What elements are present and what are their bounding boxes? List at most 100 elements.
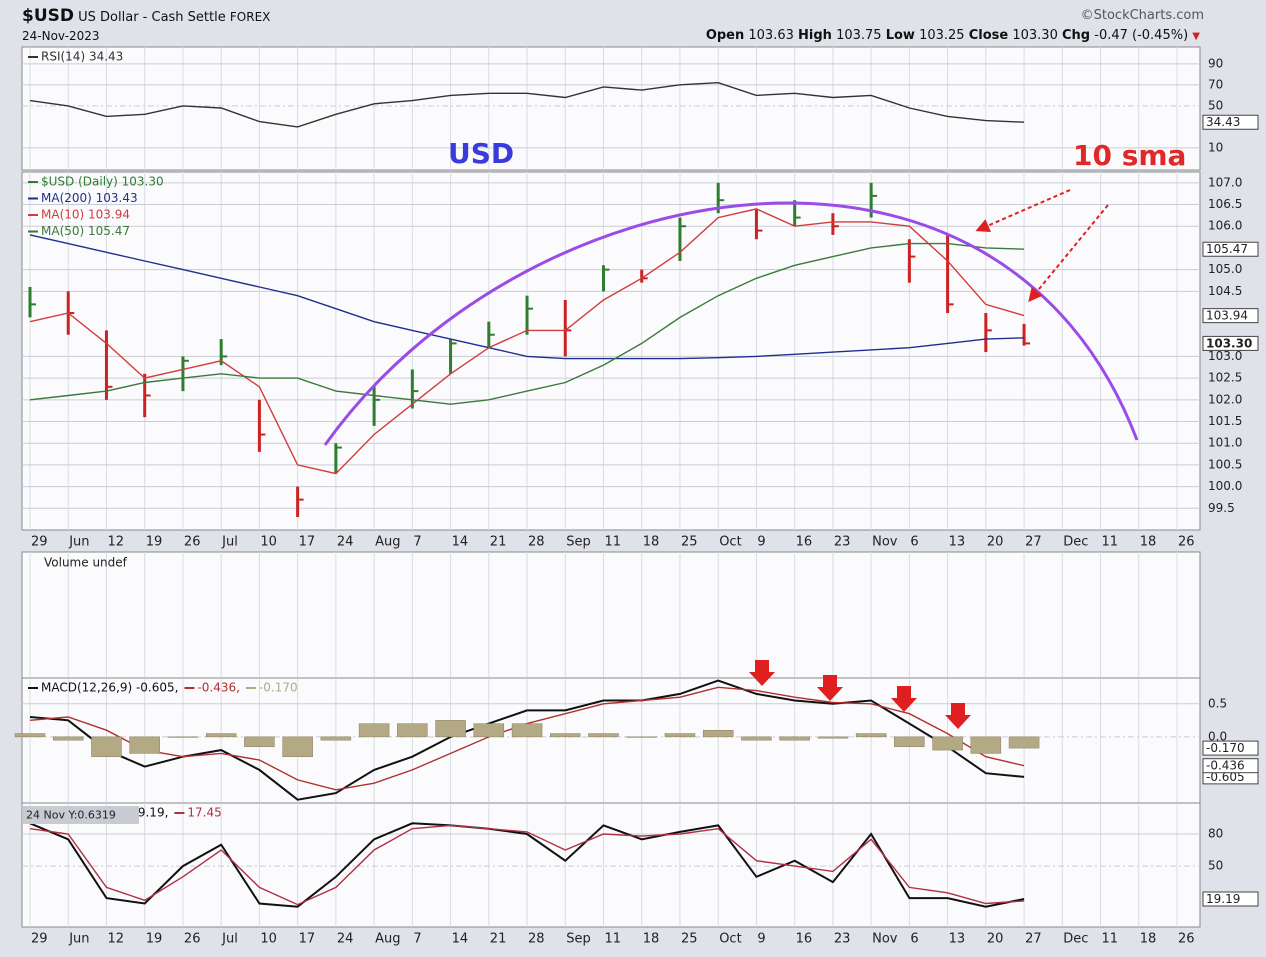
y-tick-label: 90 [1208,56,1223,70]
value-box [1202,241,1259,257]
down-arrow [749,660,775,686]
histogram-bar [91,736,122,757]
x-tick-label: 12 [107,535,124,550]
x-tick-label: 6 [910,535,918,550]
value-box [1202,740,1259,756]
x-tick-label: Aug [375,535,400,550]
panel [21,802,1201,928]
x-tick-label: 26 [1178,932,1195,947]
price-bar [1022,323,1031,346]
price-bar [28,286,36,318]
line-series [29,81,1025,128]
x-tick-label: 28 [528,535,545,550]
x-tick-label: 25 [681,535,698,550]
price-bar [678,217,686,261]
x-tick-label: 14 [452,535,469,550]
down-icon: ▼ [1192,31,1200,42]
histogram-bar [358,723,390,738]
price-bar [449,339,457,374]
x-tick-label: 17 [299,535,316,550]
value: 103.75 [836,28,882,43]
x-tick-label: 9 [757,535,765,550]
histogram-bar [550,733,581,738]
x-tick-label: Sep [566,535,591,550]
x-tick-label: 16 [796,932,813,947]
histogram-bar [14,733,46,738]
x-tick-label: Jul [221,535,238,550]
value: 103.30 [1012,28,1058,43]
value-box-label: 103.30 [1206,336,1252,350]
x-tick-label: 12 [107,932,124,947]
y-tick-label: 50 [1208,859,1223,873]
y-tick-label: 80 [1208,827,1223,841]
value-box [1202,114,1259,130]
y-tick-label: 102.5 [1208,371,1242,385]
price-bar [257,399,266,452]
y-tick-label: 102.0 [1208,392,1242,406]
price-bar [831,213,839,235]
price-bar [754,208,763,240]
y-tick-label: 107.0 [1208,175,1242,189]
y-tick-label: 70 [1208,77,1223,91]
x-tick-label: 27 [1025,535,1042,550]
y-tick-label: 100.0 [1208,479,1242,493]
value-box-label: 19.19 [1206,892,1240,906]
x-tick-label: Nov [872,932,898,947]
value-box [1202,308,1259,324]
price-bar [372,386,381,426]
y-tick-label: 0.5 [1208,696,1227,710]
x-tick-label: 7 [413,932,421,947]
x-tick-label: Jun [68,932,89,947]
cursor-label: 24 Nov Y:0.6319 [26,809,116,822]
x-tick-label: 7 [413,535,421,550]
price-bar [984,313,992,353]
x-tick-label: 13 [949,535,966,550]
x-tick-label: 11 [605,932,622,947]
legend-entry: -0.170 [259,681,298,695]
x-tick-label: 29 [31,535,48,550]
legend-entry: MA(200) 103.43 [41,191,138,205]
annotations: USD 10 sma [323,137,1186,729]
x-tick-label: Jun [68,535,89,550]
x-tick-label: 20 [987,932,1004,947]
x-tick-label: 29 [31,932,48,947]
x-tick-label: 9 [757,932,765,947]
x-tick-label: 18 [643,535,660,550]
value: 103.25 [919,28,965,43]
label: Close [968,28,1009,43]
price-bar [334,443,342,474]
histogram-bar [52,736,84,741]
price-bar [143,373,151,418]
line-series [29,208,1025,475]
histogram-bar [397,723,428,738]
down-arrow [945,703,971,729]
down-arrow [817,675,843,701]
histogram-bar [817,736,849,739]
x-tick-label: 11 [1102,535,1119,550]
price-bar [907,239,916,283]
histogram-bar [779,736,810,741]
x-tick-label: 11 [1102,932,1119,947]
x-tick-label: 26 [184,932,201,947]
price-bar [104,330,113,400]
label: Open [705,28,745,43]
histogram-bar [129,736,160,754]
header-title: $USD US Dollar - Cash Settle FOREX [22,6,270,26]
histogram-bar [511,723,543,738]
x-tick-label: 19 [146,932,163,947]
label: Low [885,28,915,43]
value-box-label: 105.47 [1206,242,1248,256]
price-bar [946,234,954,314]
histogram-bar [855,733,887,738]
x-tick-label: 18 [643,932,660,947]
legend-entry: MA(50) 105.47 [41,224,130,238]
quote: Open 103.63 High 103.75 Low 103.25 Close… [706,28,1200,43]
value-box [1202,335,1259,351]
value-box-label: -0.436 [1206,759,1245,773]
histogram-bar [588,733,619,738]
x-tick-label: 18 [1140,535,1157,550]
legend-entry: 17.45 [187,806,221,820]
histogram-bar [970,736,1002,754]
legend-entry: -0.436, [197,681,240,695]
